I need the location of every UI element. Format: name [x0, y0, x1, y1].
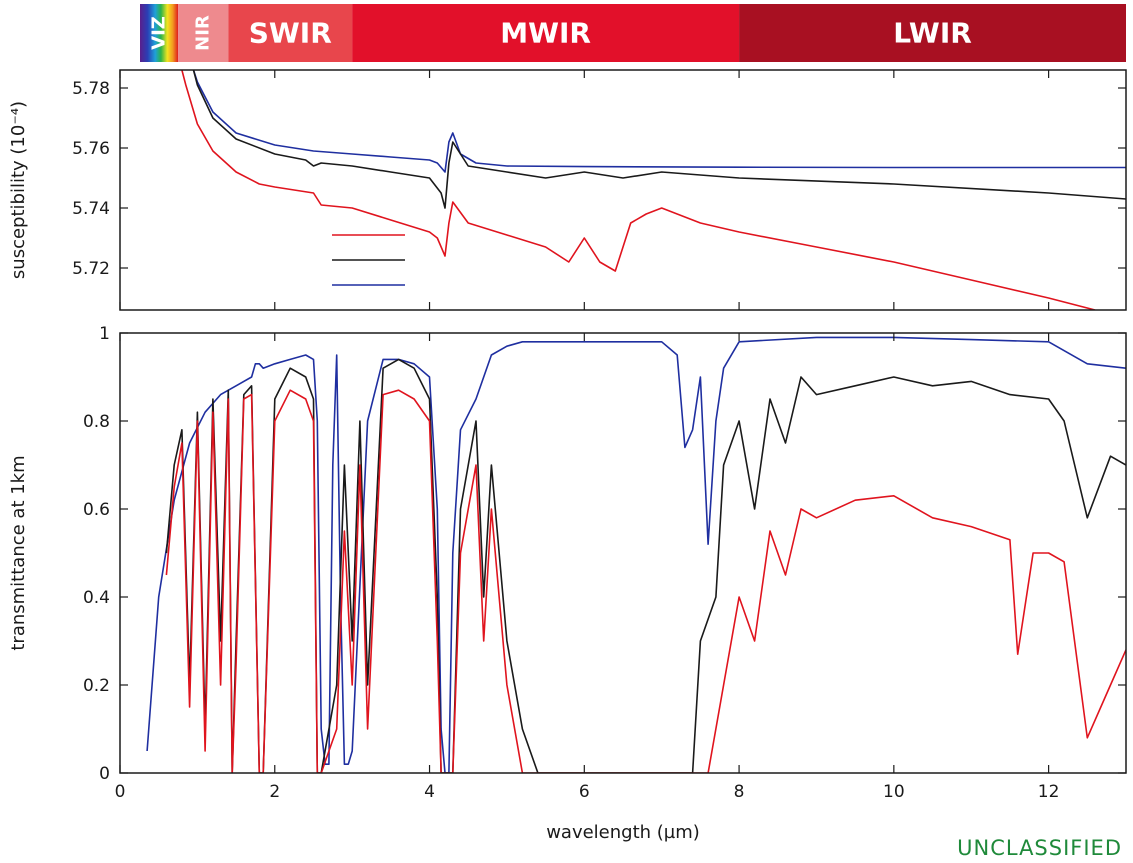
- band-label-nir: NIR: [193, 15, 214, 51]
- susceptibility-plot-frame: [119, 69, 1127, 311]
- band-mwir: [352, 4, 740, 62]
- susceptibility-series-0: [192, 70, 1126, 173]
- transmittance-y-tick-label: 0.4: [83, 588, 110, 608]
- wavelength-x-tick-label: 4: [424, 782, 435, 802]
- band-label-viz: VIZ: [149, 16, 170, 50]
- susceptibility-y-tick-label: 5.74: [72, 199, 110, 219]
- transmittance-series-2: [165, 389, 1126, 773]
- transmittance-y-tick-label: 1: [99, 324, 110, 344]
- susceptibility-y-tick-label: 5.78: [72, 79, 110, 99]
- susceptibility-panel: 5.72 5.74 5.76 5.78 susceptibility (10⁻⁴): [8, 69, 1127, 311]
- band-lwir: [739, 4, 1126, 62]
- transmittance-series-0: [146, 336, 1126, 773]
- transmittance-y-tick-label: 0.6: [83, 500, 110, 520]
- band-label-lwir: LWIR: [893, 17, 972, 50]
- band-viz: [140, 4, 179, 62]
- classification-marking: UNCLASSIFIED: [957, 836, 1122, 860]
- wavelength-x-tick-label: 0: [115, 782, 126, 802]
- susceptibility-y-axis-label: susceptibility (10⁻⁴): [8, 101, 29, 279]
- band-label-swir: SWIR: [249, 17, 332, 50]
- susceptibility-y-tick-label: 5.72: [72, 259, 110, 279]
- band-swir: [228, 4, 353, 62]
- transmittance-y-tick-label: 0.8: [83, 412, 110, 432]
- wavelength-x-tick-label: 10: [883, 782, 905, 802]
- susceptibility-y-tick-label: 5.76: [72, 139, 110, 159]
- susceptibility-series-2: [181, 70, 1096, 310]
- spectral-band-header: VIZ NIR SWIR MWIR LWIR: [140, 4, 1126, 62]
- transmittance-series-1: [165, 358, 1126, 773]
- susceptibility-series-1: [192, 70, 1126, 209]
- susceptibility-legend: [332, 234, 405, 286]
- wavelength-x-tick-label: 2: [269, 782, 280, 802]
- wavelength-x-axis-label: wavelength (µm): [546, 822, 700, 843]
- wavelength-x-tick-label: 8: [734, 782, 745, 802]
- band-nir: [178, 4, 229, 62]
- transmittance-panel: 00.20.40.60.810 2 4 6 8 10 12 transmittance at…: [8, 324, 1127, 843]
- wavelength-x-tick-label: 12: [1038, 782, 1060, 802]
- wavelength-x-tick-label: 6: [579, 782, 590, 802]
- transmittance-y-tick-label: 0: [99, 764, 110, 784]
- transmittance-y-tick-label: 0.2: [83, 676, 110, 696]
- transmittance-y-axis-label: transmittance at 1km: [8, 455, 29, 650]
- transmittance-plot-frame: [119, 332, 1127, 774]
- band-label-mwir: MWIR: [500, 17, 591, 50]
